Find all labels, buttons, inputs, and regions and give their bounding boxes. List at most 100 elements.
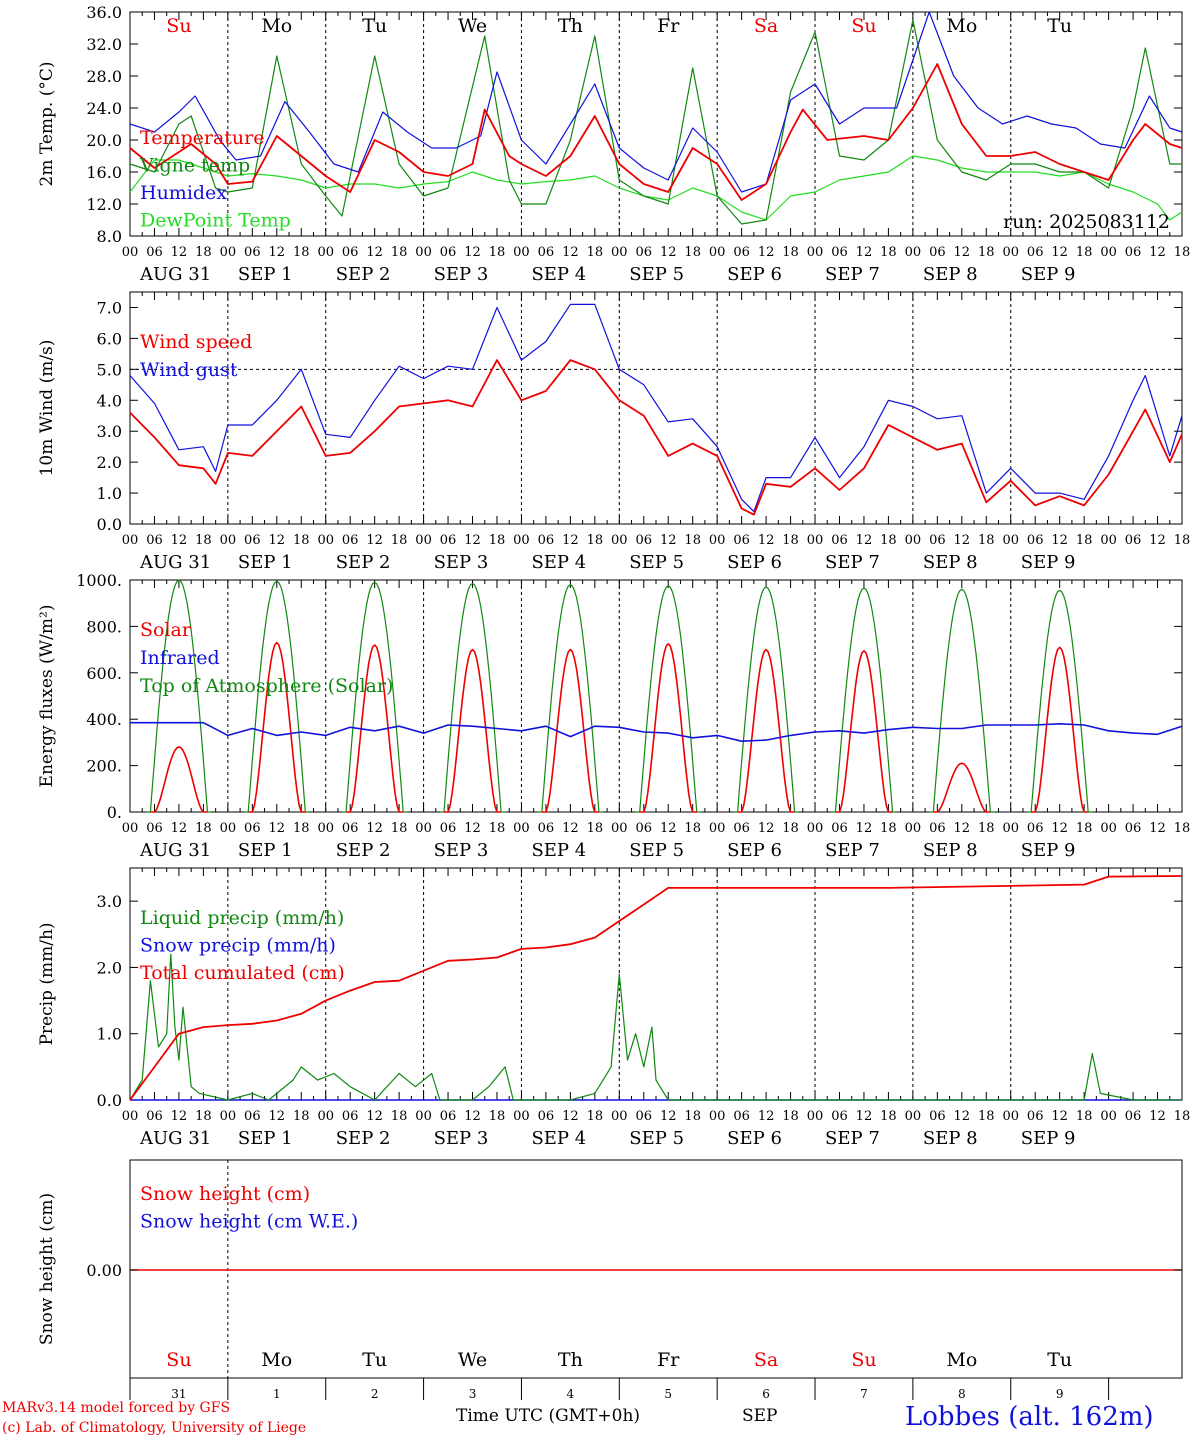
wind-y-tick-label: 7.0: [97, 298, 122, 317]
wind-hour-tick-label: 06: [831, 533, 848, 548]
wind-hour-tick-label: 06: [733, 533, 750, 548]
precip-hour-tick-label: 00: [317, 1109, 334, 1124]
temp-hour-tick-label: 00: [709, 245, 726, 260]
time-axis-label: Time UTC (GMT+0h): [456, 1406, 641, 1426]
energy-hour-tick-label: 18: [587, 821, 604, 836]
total-cumulated-line: [129, 875, 1183, 1101]
energy-hour-tick-label: 06: [244, 821, 261, 836]
precip-hour-tick-label: 06: [1125, 1109, 1142, 1124]
temp-hour-tick-label: 18: [489, 245, 506, 260]
snow-panel-frame: [129, 1159, 1183, 1379]
date-number: 9: [1056, 1387, 1064, 1401]
temp-hour-tick-label: 06: [1027, 245, 1044, 260]
wind-hour-tick-label: 12: [660, 533, 677, 548]
wind-hour-tick-label: 06: [244, 533, 261, 548]
copyright-credit: (c) Lab. of Climatology, University of L…: [2, 1420, 307, 1436]
energy-date-label: SEP 6: [727, 840, 782, 861]
wind-hour-tick-label: 06: [538, 533, 555, 548]
temp-hour-tick-label: 12: [856, 245, 873, 260]
temp-hour-tick-label: 18: [978, 245, 995, 260]
legend-dewpoint-temp: DewPoint Temp: [140, 210, 291, 232]
run-annotation: run: 2025083112: [1003, 211, 1170, 233]
precip-hour-tick-label: 06: [440, 1109, 457, 1124]
precip-hour-tick-label: 12: [954, 1109, 971, 1124]
temp-hour-tick-label: 18: [587, 245, 604, 260]
model-credit: MARv3.14 model forced by GFS: [2, 1400, 231, 1416]
wind-hour-tick-label: 18: [195, 533, 212, 548]
energy-hour-tick-label: 18: [293, 821, 310, 836]
temp-hour-tick-label: 00: [220, 245, 237, 260]
precip-panel-frame: [129, 867, 1183, 1101]
precip-hour-tick-label: 18: [1076, 1109, 1093, 1124]
temp-day-name: Fr: [657, 15, 680, 37]
vigne-temp-line: [129, 19, 1182, 225]
legend-humidex: Humidex: [140, 182, 227, 204]
energy-hour-tick-label: 06: [538, 821, 555, 836]
precip-date-label: SEP 7: [825, 1128, 880, 1149]
wind-hour-tick-label: 12: [856, 533, 873, 548]
wind-hour-tick-label: 06: [635, 533, 652, 548]
precip-y-tick-label: 1.0: [97, 1025, 122, 1044]
energy-hour-tick-label: 18: [489, 821, 506, 836]
temp-date-label: SEP 2: [336, 264, 391, 285]
temp-y-tick-label: 20.0: [86, 131, 122, 150]
wind-hour-tick-label: 12: [269, 533, 286, 548]
precip-hour-tick-label: 12: [660, 1109, 677, 1124]
legend-total-cumulated-cm-: Total cumulated (cm): [140, 962, 345, 984]
wind-hour-tick-label: 18: [782, 533, 799, 548]
energy-hour-tick-label: 06: [146, 821, 163, 836]
energy-hour-tick-label: 06: [635, 821, 652, 836]
solar-line: [444, 648, 502, 813]
toa-solar-line: [439, 582, 506, 813]
precip-y-tick-label: 2.0: [97, 958, 122, 977]
legend-top-of-atmosphere-solar-: Top of Atmosphere (Solar): [140, 675, 393, 697]
precip-hour-tick-label: 12: [1149, 1109, 1166, 1124]
wind-hour-tick-label: 00: [122, 533, 139, 548]
toa-solar-line: [244, 580, 310, 813]
precip-date-label: SEP 4: [531, 1128, 586, 1149]
temp-hour-tick-label: 00: [122, 245, 139, 260]
energy-y-axis-label: Energy fluxes (W/m²): [37, 605, 57, 788]
temp-hour-tick-label: 12: [269, 245, 286, 260]
temp-hour-tick-label: 12: [758, 245, 775, 260]
precip-hour-tick-label: 18: [1174, 1109, 1191, 1124]
precip-hour-tick-label: 00: [415, 1109, 432, 1124]
wind-hour-tick-label: 00: [807, 533, 824, 548]
precip-hour-tick-label: 06: [635, 1109, 652, 1124]
wind-y-tick-label: 2.0: [97, 453, 122, 472]
energy-hour-tick-label: 00: [122, 821, 139, 836]
snow-day-name: Tu: [1047, 1349, 1072, 1371]
wind-gust-line: [129, 303, 1183, 513]
precip-hour-tick-label: 12: [1051, 1109, 1068, 1124]
legend-snow-precip-mm-h-: Snow precip (mm/h): [140, 935, 336, 957]
energy-hour-tick-label: 00: [709, 821, 726, 836]
temp-day-name: Th: [558, 15, 583, 37]
date-number: 8: [958, 1387, 966, 1401]
wind-y-tick-label: 0.0: [97, 515, 122, 534]
temp-hour-tick-label: 12: [562, 245, 579, 260]
temp-hour-tick-label: 18: [880, 245, 897, 260]
energy-date-label: SEP 9: [1021, 840, 1076, 861]
energy-hour-tick-label: 06: [1027, 821, 1044, 836]
precip-y-tick-label: 3.0: [97, 892, 122, 911]
temp-hour-tick-label: 18: [1174, 245, 1191, 260]
wind-hour-tick-label: 18: [1174, 533, 1191, 548]
wind-y-tick-label: 4.0: [97, 391, 122, 410]
energy-hour-tick-label: 12: [366, 821, 383, 836]
temp-day-name: Su: [851, 15, 876, 37]
temp-hour-tick-label: 00: [611, 245, 628, 260]
energy-hour-tick-label: 18: [978, 821, 995, 836]
temp-date-label: SEP 6: [727, 264, 782, 285]
energy-hour-tick-label: 18: [880, 821, 897, 836]
precip-hour-tick-label: 12: [366, 1109, 383, 1124]
snow-day-name: Tu: [362, 1349, 387, 1371]
energy-date-label: SEP 3: [434, 840, 489, 861]
precip-hour-tick-label: 18: [195, 1109, 212, 1124]
snow-day-name: Fr: [657, 1349, 680, 1371]
wind-hour-tick-label: 06: [440, 533, 457, 548]
temp-day-name: Mo: [261, 15, 292, 37]
precip-hour-tick-label: 12: [464, 1109, 481, 1124]
solar-line: [150, 746, 208, 813]
energy-hour-tick-label: 06: [929, 821, 946, 836]
